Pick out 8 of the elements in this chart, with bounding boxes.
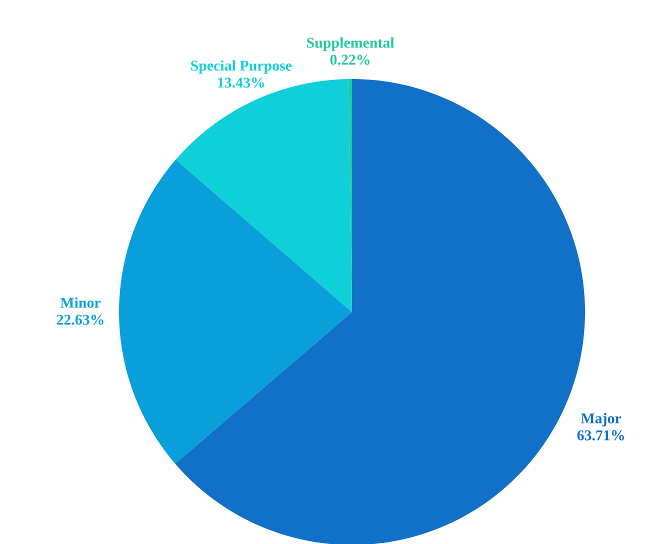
data-label: 63.71%: [577, 430, 624, 440]
slice-label: Major: [581, 412, 622, 426]
slice-label: Supplemental: [307, 37, 394, 51]
data-label: 22.63%: [56, 314, 104, 325]
slice-label: Special Purpose: [191, 60, 292, 74]
data-label: 0.22%: [330, 54, 370, 65]
slice-label: Minor: [60, 297, 101, 308]
data-label: 13.43%: [218, 78, 264, 88]
